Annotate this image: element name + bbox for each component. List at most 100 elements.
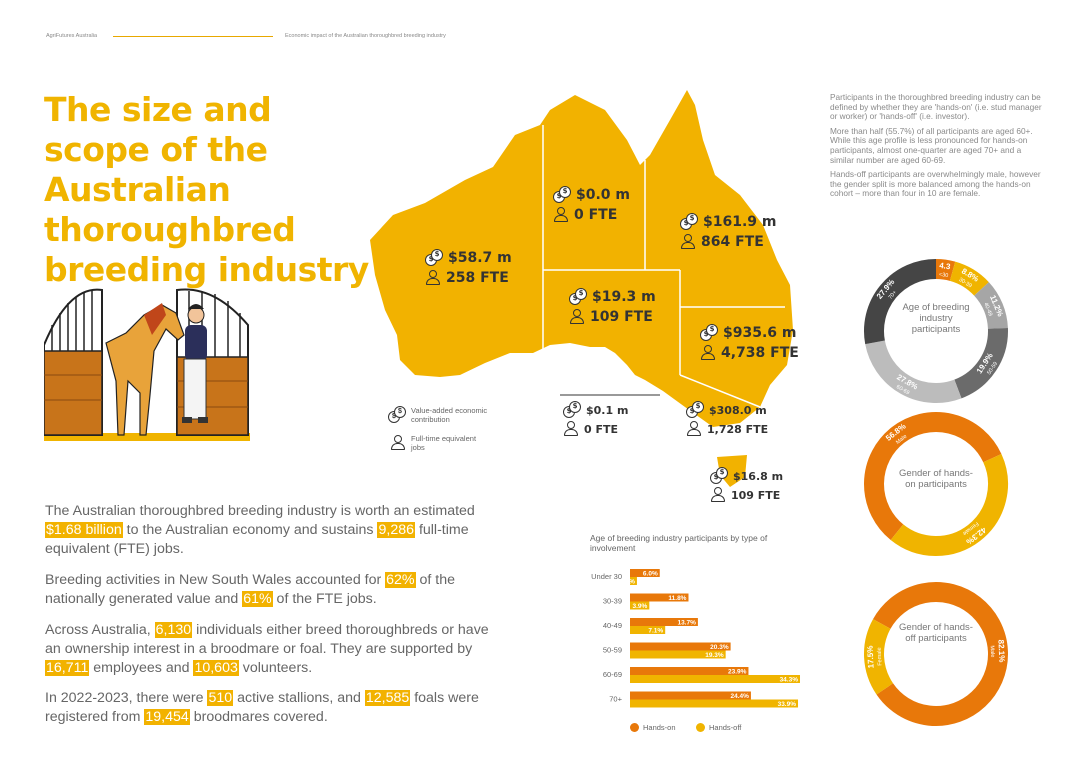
highlight-nsw-value-share: 62% [385,572,416,588]
bar-hands-on-60-69 [630,667,749,675]
region-fte-row: 109 FTE [569,309,656,325]
p2-text-3: of the FTE jobs. [272,591,377,607]
donut-category-label-30: <30 [939,272,949,279]
region-value: $0.0 m [576,187,631,203]
bar-category-label-60-69: 60-69 [603,670,622,679]
bar-category-label-50-59: 50-59 [603,646,622,655]
person-icon [553,207,569,223]
intro-note-1: Participants in the thoroughbred breedin… [830,92,1042,122]
header-report-title: Economic impact of the Australian thorou… [285,33,446,39]
region-act: $ $ $0.1 m 0 FTE [563,401,628,437]
donut-value-label-30: 4.3 [939,261,952,271]
region-value-row: $ $ $58.7 m [425,249,512,267]
p1-text-2: to the Australian economy and sustains [122,522,378,538]
bar-legend-hands-on: Hands-on [630,723,676,732]
region-western-australia: $ $ $58.7 m 258 FTE [425,249,512,286]
person-icon [686,421,702,437]
person-icon [710,487,726,503]
highlight-volunteers: 10,603 [193,660,239,676]
region-fte-row: 864 FTE [680,234,777,250]
hands-off-legend-label: Hands-off [709,723,742,732]
region-value-row: $ $ $0.0 m [553,186,630,204]
bar-hands-on-40-49 [630,618,698,626]
region-fte: 864 FTE [701,234,764,250]
bar-label-hands-off-40-49: 7.1% [648,628,663,635]
region-value: $16.8 m [733,469,784,483]
p1-text-1: The Australian thoroughbred breeding ind… [45,503,475,519]
hands-off-swatch [696,723,705,732]
region-value: $0.1 m [586,403,629,417]
region-value-row: $ $ $161.9 m [680,213,777,231]
p4-text-2: active stallions, and [233,690,365,706]
donut-slice-30-39 [949,261,989,296]
region-value: $161.9 m [703,214,777,230]
region-value-row: $ $ $0.1 m [563,401,628,419]
donut-value-label-female: 17.5% [866,645,876,668]
person-icon [563,421,579,437]
person-icon [425,270,441,286]
p3-text-3: employees and [89,660,194,676]
bar-label-hands-off-30-39: 3.9% [633,603,648,610]
p3-text-2: individuals either breed thoroughbreds o… [45,622,489,657]
bar-hands-off-60-69 [630,675,800,683]
person-icon [680,234,696,250]
bar-label-hands-off-70: 33.9% [778,701,797,708]
region-fte: 109 FTE [731,488,781,502]
donut-slice-female [890,453,1008,556]
legend-value-label: Value-added economic contribution [411,406,488,424]
intro-notes: Participants in the thoroughbred breedin… [830,92,1045,204]
bar-label-hands-off-under-30: 1.4% [620,579,635,586]
p2-text-2: of the nationally generated value and [45,572,456,607]
bar-label-hands-off-60-69: 34.3% [780,677,799,684]
coins-icon: $ $ [700,324,720,342]
donut-category-label-female: Female [877,647,884,666]
donut-slice-30 [935,259,956,281]
region-fte-row: 0 FTE [553,207,630,223]
age-donut-title: Age of breeding industry participants [902,302,970,335]
region-fte: 258 FTE [446,270,509,286]
p3-text-1: Across Australia, [45,622,155,638]
highlight-total-fte: 9,286 [377,522,415,538]
bar-category-label-30-39: 30-39 [603,597,622,606]
bar-legend-hands-off: Hands-off [696,723,741,732]
map-legend-fte: Full-time equivalent jobs [390,434,481,452]
region-value-row: $ $ $16.8 m [710,467,783,485]
region-new-south-wales: $ $ $935.6 m 4,738 FTE [700,324,799,361]
hands-off-gender-title: Gender of hands-off participants [899,622,973,644]
bar-hands-off-40-49 [630,626,666,634]
region-value: $58.7 m [448,250,512,266]
horse-stable-illustration [44,288,250,441]
bar-label-hands-off-50-59: 19.3% [705,652,724,659]
p1-text-3: full-time equivalent (FTE) jobs. [45,522,469,557]
bar-hands-on-50-59 [630,642,731,651]
bar-label-hands-on-60-69: 23.9% [728,669,747,676]
page-title: The size and scope of the Australian tho… [44,90,369,289]
region-fte: 0 FTE [584,422,619,436]
region-fte-row: 0 FTE [563,421,628,437]
bar-hands-on-70 [630,691,751,700]
intro-note-3: Hands-off participants are overwhelmingl… [830,169,1041,199]
region-fte-row: 109 FTE [710,487,783,503]
bar-label-hands-on-30-39: 11.8% [668,595,686,602]
p3-text-4: volunteers. [238,660,313,676]
region-fte: 0 FTE [574,207,618,223]
coins-icon: $ $ [563,401,583,419]
region-northern-territory: $ $ $0.0 m 0 FTE [553,186,630,223]
bar-hands-off-under-30 [630,577,637,585]
coins-icon: $ $ [710,467,730,485]
region-fte-row: 258 FTE [425,270,512,286]
hands-off-gender-donut-chart: 82.1%Male 17.5% Female [864,582,1008,726]
donut-slice-40-49 [973,282,1008,330]
p4-text-3: foals were registered from [45,690,479,725]
region-fte: 4,738 FTE [721,345,799,361]
hands-on-legend-label: Hands-on [643,723,676,732]
bar-label-hands-on-under-30: 6.0% [643,571,658,578]
highlight-individuals: 6,130 [154,622,193,638]
person-icon [700,345,716,361]
paragraph-nsw-share: Breeding activities in New South Wales a… [45,571,495,609]
hands-on-swatch [630,723,639,732]
paragraph-stallions-foals: In 2022-2023, there were 510 active stal… [45,689,495,727]
region-south-australia: $ $ $19.3 m 109 FTE [569,288,656,325]
bar-chart-title: Age of breeding industry participants by… [590,533,768,553]
